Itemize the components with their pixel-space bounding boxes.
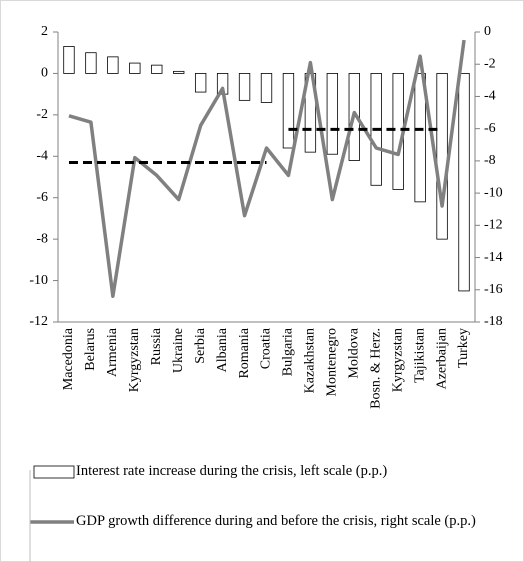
legend-label: Interest rate increase during the crisis…: [76, 463, 388, 479]
x-tick-label: Armenia: [105, 327, 120, 377]
x-tick-label: Bulgaria: [281, 327, 296, 376]
x-tick-label: Albania: [215, 327, 230, 372]
y2-tick-label: -2: [484, 56, 496, 71]
y2-tick-label: -16: [484, 282, 503, 297]
y2-tick-label: -6: [484, 121, 496, 136]
x-tick-label: Turkey: [456, 328, 471, 368]
x-tick-label: Montenegro: [325, 328, 340, 396]
bar: [326, 73, 339, 155]
y-tick-label: -12: [29, 314, 48, 329]
x-tick-label: Macedonia: [61, 327, 76, 390]
y2-tick-label: -14: [484, 250, 503, 265]
bar: [238, 73, 251, 101]
bar: [436, 73, 448, 240]
x-tick-label: Tajikistan: [412, 328, 427, 383]
bar: [85, 52, 97, 74]
y-tick-label: -4: [36, 149, 48, 164]
x-tick-label: Kyrgyzstan: [390, 328, 405, 392]
x-tick-label: Ukraine: [171, 328, 186, 373]
x-tick-label: Kazakhstan: [303, 328, 318, 393]
bar: [129, 62, 141, 74]
x-tick-label: Romania: [237, 327, 252, 378]
y2-tick-label: -12: [484, 218, 503, 233]
line: [68, 39, 466, 298]
bar: [151, 64, 163, 74]
x-tick-label: Moldova: [347, 327, 362, 378]
bar: [282, 73, 295, 149]
x-tick-label: Belarus: [83, 328, 98, 371]
bar: [458, 73, 470, 292]
x-tick-label: Serbia: [193, 327, 208, 364]
x-tick-label: Bosn. & Herz.: [368, 328, 383, 409]
bar: [63, 46, 75, 74]
y-tick-label: -6: [36, 190, 48, 205]
bar: [260, 73, 273, 103]
legend-label: GDP growth difference during and before …: [76, 513, 476, 529]
legend-swatch: [33, 465, 75, 479]
x-tick-label: Kyrgyzstan: [127, 328, 142, 392]
bar: [173, 70, 185, 74]
x-tick-label: Azerbaijan: [434, 328, 449, 389]
bar: [194, 73, 207, 93]
y2-tick-label: -18: [484, 314, 503, 329]
x-tick-label: Croatia: [259, 327, 274, 369]
y2-tick-label: -4: [484, 89, 496, 104]
y-tick-label: 0: [41, 66, 48, 81]
y-tick-label: -2: [36, 107, 48, 122]
y-tick-label: -8: [36, 231, 48, 246]
bar: [107, 56, 119, 74]
bar: [414, 73, 426, 203]
x-tick-label: Russia: [149, 327, 164, 365]
y2-tick-label: -8: [484, 153, 496, 168]
y-tick-label: -10: [29, 273, 48, 288]
y2-tick-label: -10: [484, 185, 503, 200]
y2-tick-label: 0: [484, 24, 491, 39]
y-tick-label: 2: [41, 24, 48, 39]
